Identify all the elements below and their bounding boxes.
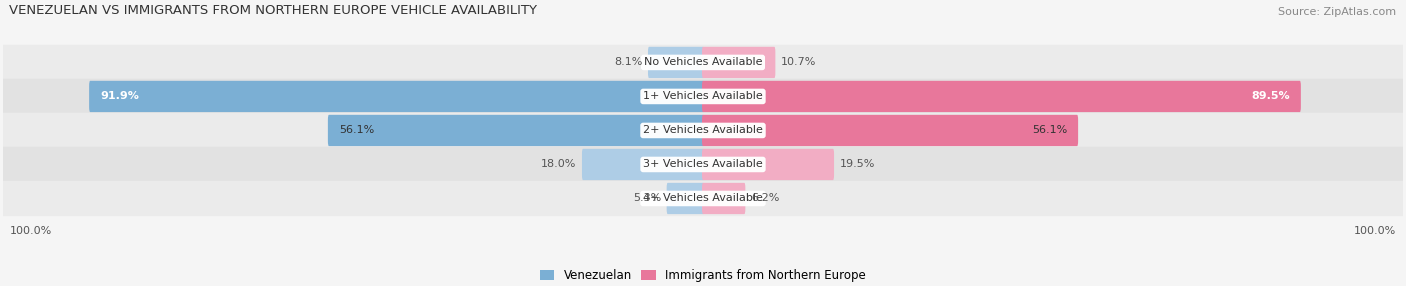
Text: 1+ Vehicles Available: 1+ Vehicles Available <box>643 92 763 102</box>
Text: 19.5%: 19.5% <box>839 160 875 170</box>
FancyBboxPatch shape <box>89 81 704 112</box>
Text: 5.3%: 5.3% <box>633 193 661 203</box>
FancyBboxPatch shape <box>582 149 704 180</box>
Text: 4+ Vehicles Available: 4+ Vehicles Available <box>643 193 763 203</box>
FancyBboxPatch shape <box>702 47 775 78</box>
Text: 56.1%: 56.1% <box>339 126 374 136</box>
Text: VENEZUELAN VS IMMIGRANTS FROM NORTHERN EUROPE VEHICLE AVAILABILITY: VENEZUELAN VS IMMIGRANTS FROM NORTHERN E… <box>10 3 537 17</box>
Text: 18.0%: 18.0% <box>541 160 576 170</box>
FancyBboxPatch shape <box>3 147 1403 182</box>
FancyBboxPatch shape <box>3 79 1403 114</box>
Text: No Vehicles Available: No Vehicles Available <box>644 57 762 67</box>
FancyBboxPatch shape <box>666 183 704 214</box>
Text: 100.0%: 100.0% <box>1354 226 1396 236</box>
Text: 8.1%: 8.1% <box>614 57 643 67</box>
FancyBboxPatch shape <box>648 47 704 78</box>
Text: 6.2%: 6.2% <box>751 193 779 203</box>
Text: 89.5%: 89.5% <box>1251 92 1289 102</box>
FancyBboxPatch shape <box>702 81 1301 112</box>
Text: 3+ Vehicles Available: 3+ Vehicles Available <box>643 160 763 170</box>
FancyBboxPatch shape <box>3 181 1403 216</box>
Text: 2+ Vehicles Available: 2+ Vehicles Available <box>643 126 763 136</box>
Text: Source: ZipAtlas.com: Source: ZipAtlas.com <box>1278 7 1396 17</box>
FancyBboxPatch shape <box>702 115 1078 146</box>
FancyBboxPatch shape <box>702 183 745 214</box>
FancyBboxPatch shape <box>702 149 834 180</box>
FancyBboxPatch shape <box>3 113 1403 148</box>
FancyBboxPatch shape <box>3 45 1403 80</box>
Legend: Venezuelan, Immigrants from Northern Europe: Venezuelan, Immigrants from Northern Eur… <box>536 265 870 286</box>
Text: 100.0%: 100.0% <box>10 226 52 236</box>
Text: 10.7%: 10.7% <box>780 57 817 67</box>
Text: 56.1%: 56.1% <box>1032 126 1067 136</box>
Text: 91.9%: 91.9% <box>100 92 139 102</box>
FancyBboxPatch shape <box>328 115 704 146</box>
